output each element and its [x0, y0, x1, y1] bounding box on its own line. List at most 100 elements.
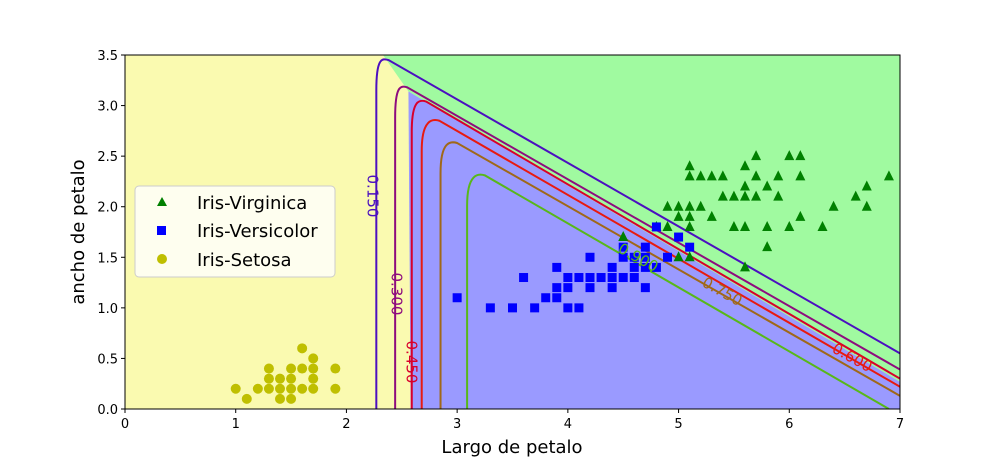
- point-virginica: [773, 190, 784, 201]
- point-versicolor: [685, 242, 695, 252]
- point-virginica: [883, 170, 894, 181]
- point-versicolor: [640, 242, 650, 252]
- x-tick-label: 1: [232, 417, 240, 432]
- point-versicolor: [629, 262, 639, 272]
- point-versicolor: [607, 262, 617, 272]
- point-virginica: [751, 190, 762, 201]
- point-setosa: [286, 393, 297, 404]
- point-setosa: [297, 363, 308, 374]
- point-versicolor: [552, 283, 562, 293]
- y-tick-label: 2.0: [97, 201, 118, 216]
- point-versicolor: [607, 283, 617, 293]
- point-virginica: [695, 200, 706, 211]
- point-virginica: [673, 200, 684, 211]
- point-versicolor: [651, 222, 661, 232]
- point-virginica: [740, 190, 750, 201]
- point-versicolor: [618, 242, 628, 252]
- contour-line-0.450: [410, 99, 900, 409]
- point-virginica: [684, 210, 695, 221]
- y-tick-label: 0.5: [97, 352, 118, 367]
- point-versicolor: [552, 262, 562, 272]
- point-virginica: [784, 150, 795, 161]
- point-virginica: [740, 261, 750, 272]
- point-setosa: [308, 383, 319, 394]
- point-versicolor: [585, 252, 595, 262]
- point-versicolor: [574, 273, 584, 283]
- legend: Iris-Virginica Iris-Versicolor Iris-Seto…: [134, 185, 336, 278]
- point-virginica: [728, 190, 739, 201]
- point-virginica: [795, 170, 806, 181]
- point-virginica: [695, 170, 706, 181]
- point-virginica: [784, 220, 795, 231]
- point-virginica: [728, 220, 739, 231]
- point-virginica: [706, 210, 717, 221]
- contour-label: 0.300: [388, 273, 406, 316]
- point-setosa: [275, 383, 285, 394]
- point-versicolor: [530, 303, 540, 313]
- point-virginica: [751, 150, 762, 161]
- legend-label-setosa: Iris-Setosa: [197, 250, 292, 271]
- x-tick-label: 0: [121, 417, 129, 432]
- point-versicolor: [585, 273, 595, 283]
- point-virginica: [740, 160, 750, 171]
- point-versicolor: [563, 273, 573, 283]
- legend-triangle-marker: [157, 197, 167, 206]
- point-versicolor: [607, 273, 617, 283]
- x-axis-label: Largo de petalo: [441, 437, 582, 458]
- y-tick-label: 3.5: [97, 49, 118, 64]
- point-versicolor: [596, 273, 606, 283]
- point-setosa: [286, 383, 297, 394]
- point-virginica: [751, 170, 762, 181]
- contour-line-0.900: [466, 173, 890, 409]
- point-setosa: [330, 383, 341, 394]
- point-virginica: [740, 180, 750, 191]
- point-versicolor: [485, 303, 495, 313]
- y-tick-label: 2.5: [97, 150, 118, 165]
- y-tick-label: 1.0: [97, 302, 118, 317]
- point-setosa: [252, 383, 263, 394]
- point-setosa: [263, 363, 274, 374]
- point-versicolor: [629, 252, 639, 262]
- point-virginica: [684, 160, 695, 171]
- point-versicolor: [452, 293, 462, 303]
- point-virginica: [861, 200, 872, 211]
- legend-circle-marker: [157, 254, 167, 264]
- point-versicolor: [618, 252, 628, 262]
- point-setosa: [263, 383, 274, 394]
- contour-label: 0.450: [403, 341, 421, 384]
- y-tick-label: 0.0: [97, 403, 118, 418]
- point-setosa: [230, 383, 241, 394]
- point-setosa: [297, 343, 308, 354]
- point-versicolor: [541, 293, 551, 303]
- contour-line-0.600: [420, 119, 900, 409]
- axes-frame: [124, 54, 901, 410]
- point-virginica: [795, 210, 806, 221]
- point-setosa: [286, 363, 297, 374]
- legend-label-virginica: Iris-Virginica: [197, 193, 307, 214]
- legend-square-marker: [157, 226, 166, 235]
- point-versicolor: [629, 273, 639, 283]
- x-tick-label: 7: [896, 417, 904, 432]
- point-versicolor: [663, 252, 672, 262]
- point-virginica: [828, 200, 839, 211]
- contour-line-0.150: [375, 58, 900, 409]
- point-virginica: [673, 210, 684, 221]
- contour-label: 0.150: [364, 175, 382, 218]
- point-versicolor: [640, 252, 650, 262]
- y-tick-label: 1.5: [97, 251, 118, 266]
- point-versicolor: [618, 273, 628, 283]
- point-setosa: [241, 393, 252, 404]
- x-tick-label: 4: [564, 417, 572, 432]
- point-setosa: [308, 363, 319, 374]
- point-versicolor: [574, 303, 584, 313]
- point-virginica: [684, 220, 695, 231]
- point-setosa: [308, 353, 319, 364]
- point-versicolor: [674, 232, 684, 242]
- region-iris-versicolor: [408, 91, 900, 409]
- point-setosa: [263, 373, 274, 384]
- x-tick-label: 5: [674, 417, 682, 432]
- point-versicolor: [519, 273, 529, 283]
- region-iris-virginica: [382, 55, 900, 382]
- point-virginica: [662, 220, 673, 231]
